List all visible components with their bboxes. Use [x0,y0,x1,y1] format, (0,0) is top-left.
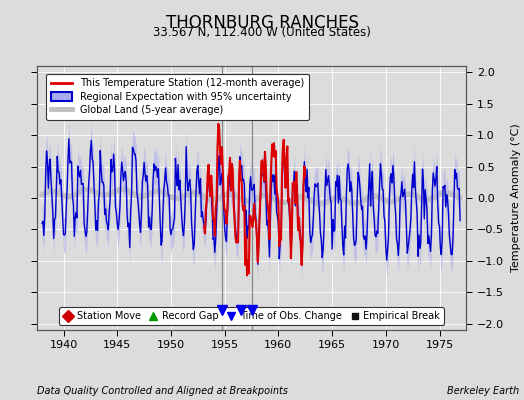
Text: Data Quality Controlled and Aligned at Breakpoints: Data Quality Controlled and Aligned at B… [37,386,288,396]
Text: THORNBURG RANCHES: THORNBURG RANCHES [166,14,358,32]
Y-axis label: Temperature Anomaly (°C): Temperature Anomaly (°C) [511,124,521,272]
Legend: Station Move, Record Gap, Time of Obs. Change, Empirical Break: Station Move, Record Gap, Time of Obs. C… [59,307,444,325]
Text: 33.567 N, 112.400 W (United States): 33.567 N, 112.400 W (United States) [153,26,371,39]
Text: Berkeley Earth: Berkeley Earth [446,386,519,396]
